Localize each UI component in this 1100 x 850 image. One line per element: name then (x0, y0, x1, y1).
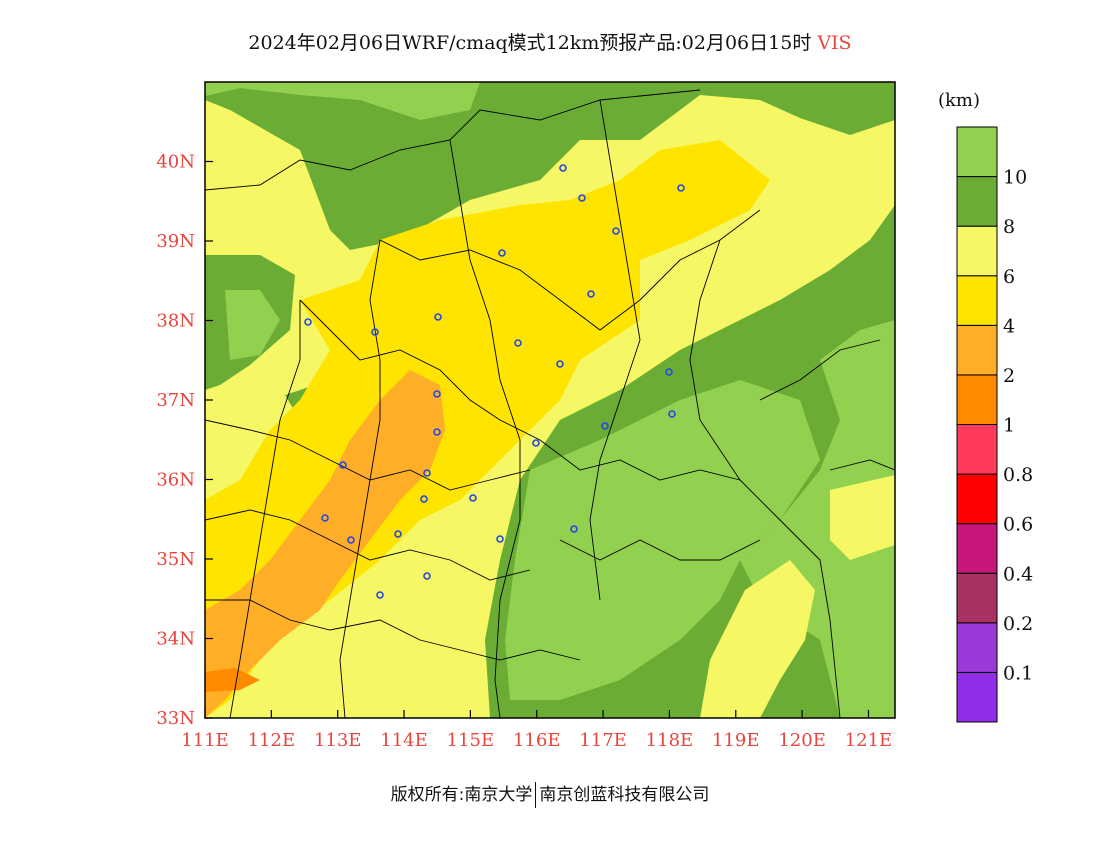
city-marker (559, 164, 567, 172)
lat-tick-label: 36N (156, 470, 195, 491)
colorbar-swatch (956, 572, 998, 624)
colorbar-label: 4 (1003, 315, 1015, 337)
region-north-light (205, 82, 480, 120)
city-marker (433, 390, 441, 398)
city-marker (433, 428, 441, 436)
city-marker (612, 227, 620, 235)
lon-tick-label: 113E (314, 730, 362, 751)
region-southeast-light (505, 380, 820, 700)
city-marker (420, 495, 428, 503)
colorbar-label: 1 (1003, 415, 1015, 437)
city-marker (321, 514, 329, 522)
lon-tick-label: 118E (646, 730, 694, 751)
colorbar-swatch (956, 622, 998, 673)
lon-tick-label: 121E (845, 730, 893, 751)
lat-axis: 33N 34N 35N 36N 37N 38N 39N 40N (156, 152, 213, 729)
region-south-yellow (700, 560, 815, 718)
colorbar-swatch (956, 671, 998, 723)
city-marker (514, 339, 522, 347)
colorbar-label: 0.4 (1003, 563, 1033, 585)
city-markers (304, 164, 685, 599)
city-marker (601, 422, 609, 430)
city-marker (570, 525, 578, 533)
city-marker (668, 410, 676, 418)
colorbar-swatch (956, 374, 998, 425)
colorbar-label: 0.1 (1003, 662, 1033, 684)
city-marker (304, 318, 312, 326)
lon-tick-label: 116E (513, 730, 561, 751)
colorbar-label: 0.8 (1003, 464, 1033, 486)
colorbar-swatch (956, 126, 998, 178)
region-orange-west (205, 370, 445, 718)
city-marker (578, 194, 586, 202)
region-orange-core (205, 668, 260, 692)
lat-tick-label: 33N (156, 708, 195, 729)
colorbar-label: 2 (1003, 365, 1015, 387)
lat-tick-label: 40N (156, 152, 195, 173)
colorbar-label: 8 (1003, 216, 1015, 238)
map-title: 2024年02月06日WRF/cmaq模式12km预报产品:02月06日15时 V… (0, 28, 1100, 55)
lon-axis: 111E 112E 113E 114E 115E 116E 117E 118E 119E 120E… (181, 710, 892, 751)
city-marker (376, 591, 384, 599)
boundaries (205, 89, 895, 718)
colorbar-label: 10 (1003, 167, 1027, 189)
city-marker (665, 368, 673, 376)
region-west-light (225, 290, 280, 360)
city-marker (587, 290, 595, 298)
colorbar-label: 6 (1003, 266, 1015, 288)
lon-tick-label: 119E (712, 730, 760, 751)
colorbar-label: 0.6 (1003, 514, 1033, 536)
lon-tick-label: 112E (248, 730, 296, 751)
region-central-yellow (205, 140, 770, 718)
title-variable: VIS (817, 32, 852, 54)
colorbar-swatch (956, 473, 998, 525)
colorbar: 0.1 0.2 0.4 0.6 0.8 1 2 4 6 8 10 (956, 126, 1033, 723)
footer-separator (535, 782, 537, 808)
region-east-light (740, 320, 895, 718)
colorbar-label: 0.2 (1003, 613, 1033, 635)
colorbar-swatch (956, 275, 998, 326)
region-southeast-yellow (830, 475, 895, 560)
footer-left: 版权所有:南京大学 (390, 785, 533, 805)
lat-tick-label: 39N (156, 231, 195, 252)
city-marker (423, 572, 431, 580)
lat-tick-label: 34N (156, 629, 195, 650)
colorbar-swatch (956, 225, 998, 277)
city-marker (371, 328, 379, 336)
lon-tick-label: 120E (778, 730, 826, 751)
city-marker (556, 360, 564, 368)
city-marker (423, 469, 431, 477)
colorbar-unit: (km) (938, 90, 981, 111)
footer-right: 南京创蓝科技有限公司 (539, 785, 710, 805)
lat-tick-label: 38N (156, 311, 195, 332)
lon-tick-label: 111E (181, 730, 229, 751)
colorbar-swatch (956, 523, 998, 574)
lon-tick-label: 117E (579, 730, 627, 751)
lat-tick-label: 37N (156, 390, 195, 411)
colorbar-swatch (956, 324, 998, 376)
colorbar-swatch (956, 176, 998, 227)
title-text: 2024年02月06日WRF/cmaq模式12km预报产品:02月06日15时 (248, 32, 812, 54)
city-marker (339, 461, 347, 469)
visibility-field (205, 82, 895, 718)
city-marker (469, 494, 477, 502)
region-north-green (205, 82, 895, 250)
lon-tick-label: 114E (380, 730, 428, 751)
city-marker (532, 439, 540, 447)
lat-tick-label: 35N (156, 549, 195, 570)
city-marker (496, 535, 504, 543)
city-marker (498, 249, 506, 257)
city-marker (347, 536, 355, 544)
colorbar-swatch (956, 424, 998, 475)
city-marker (394, 530, 402, 538)
city-marker (434, 313, 442, 321)
footer: 版权所有:南京大学 南京创蓝科技有限公司 (0, 780, 1100, 808)
lon-tick-label: 115E (447, 730, 495, 751)
city-marker (677, 184, 685, 192)
